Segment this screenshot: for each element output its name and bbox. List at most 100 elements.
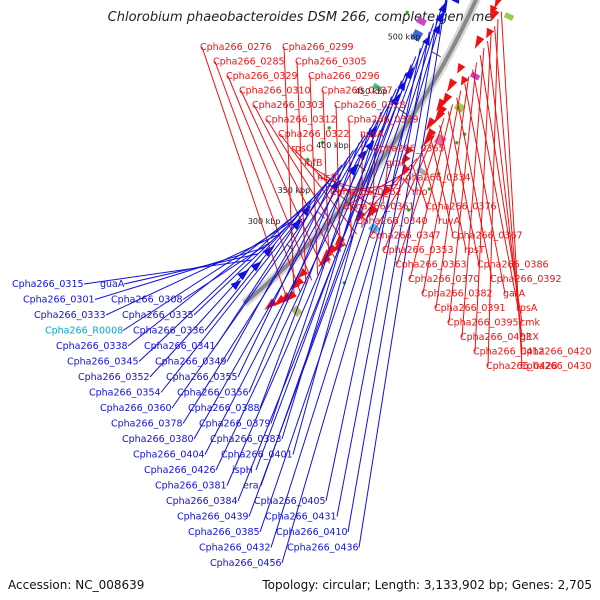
gene-arrow — [474, 35, 485, 49]
label-leader-lines — [83, 0, 523, 564]
reverse-gene-label: Cpha266_0315 — [12, 279, 84, 290]
reverse-gene-label: Cpha266_0383 — [210, 434, 282, 445]
leader-line — [266, 119, 347, 247]
leader-line — [138, 193, 319, 362]
gene-arrow — [441, 92, 453, 107]
forward-gene-label: Cpha266_0395 — [447, 318, 519, 329]
forward-gene-label: infB — [304, 158, 323, 169]
leader-line — [474, 33, 492, 352]
map-title: Chlorobium phaeobacteroides DSM 266, com… — [107, 10, 493, 25]
topology-text: Topology: circular; Length: 3,133,902 bp… — [262, 578, 592, 592]
forward-gene-label: Cpha266_0322 — [278, 129, 350, 140]
gene-labels: Cpha266_0276 Cpha266_0299 Cpha266_0285 Cpha… — [12, 42, 592, 569]
reverse-gene-label: Cpha266_0405 — [254, 496, 326, 507]
tick-label: 400 kbp — [316, 141, 349, 150]
gene-arrow — [494, 0, 502, 9]
leader-line — [461, 48, 485, 338]
reverse-gene-label: Cpha266_0379 — [199, 419, 271, 430]
forward-gene-label: nusA — [360, 129, 384, 140]
leader-line — [411, 164, 428, 207]
forward-gene-label: Cpha266_0299 — [282, 42, 354, 53]
leader-line — [296, 61, 307, 287]
forward-gene-label: Cpha266_0420 — [520, 347, 592, 358]
gene-block — [410, 29, 424, 42]
reverse-gene-label: Cpha266_0308 — [111, 295, 183, 306]
tick-label: 450 kbp — [355, 87, 388, 96]
gene-arrow — [446, 78, 458, 93]
reverse-gene-label: Cpha266_0360 — [100, 403, 172, 414]
gene-block — [305, 157, 310, 162]
gene-arrow — [397, 81, 406, 92]
gene-arrow — [279, 292, 292, 304]
leader-line — [248, 39, 426, 517]
leader-line — [292, 96, 392, 455]
leader-line — [472, 69, 519, 309]
reverse-gene-label: era — [243, 481, 259, 492]
forward-gene-label: gatA — [503, 289, 526, 300]
reverse-gene-label: Cpha266_0431 — [265, 512, 337, 523]
forward-gene-label: Cpha266_0391 — [434, 303, 506, 314]
forward-gene-label: Cpha266_0296 — [308, 71, 380, 82]
leader-line — [421, 151, 441, 222]
leader-line — [456, 97, 493, 280]
gene-block — [416, 16, 427, 27]
reverse-gene-label: Cpha266_0345 — [67, 357, 139, 368]
forward-gene-label: cmk — [520, 318, 540, 329]
leader-line — [309, 75, 319, 275]
leader-line — [331, 183, 398, 193]
forward-gene-label: Cpha266_0305 — [295, 57, 367, 68]
reverse-gene-label: Cpha266_0385 — [188, 527, 260, 538]
gene-arrow — [230, 280, 242, 291]
leader-line — [448, 62, 477, 323]
forward-gene-label: ruvA — [438, 216, 461, 227]
reverse-gene-label: Cpha266_0301 — [23, 295, 95, 306]
reverse-gene-label: Cpha266_0404 — [133, 450, 205, 461]
reverse-gene-label: ispH — [232, 465, 253, 476]
gene-arrow — [460, 75, 469, 86]
forward-gene-label: Cpha266_0365 — [373, 144, 445, 155]
forward-gene-label: Cpha266_0361 — [343, 202, 415, 213]
gene-block — [406, 207, 411, 213]
forward-gene-label: Cpha266_0337 — [321, 86, 393, 97]
reverse-gene-label: Cpha266_0381 — [155, 481, 227, 492]
leader-line — [204, 104, 387, 455]
forward-gene-label: Cpha266_0412 — [473, 347, 545, 358]
forward-gene-label: Cpha266_0285 — [213, 57, 285, 68]
gene-arrow — [457, 62, 466, 74]
forward-gene-label: Cpha266_0334 — [399, 173, 471, 184]
leader-line — [358, 0, 447, 548]
reverse-gene-label: Cpha266_R0008 — [45, 326, 123, 337]
reverse-gene-label: Cpha266_0426 — [144, 465, 216, 476]
leader-line — [214, 61, 301, 292]
gene-block — [503, 12, 515, 21]
forward-gene-label: Cpha266_0370 — [408, 274, 480, 285]
gene-block — [320, 140, 325, 145]
leader-line — [487, 19, 499, 367]
leader-line — [149, 179, 331, 378]
leader-line — [227, 75, 313, 281]
forward-gene-label: Cpha266_0376 — [425, 202, 497, 213]
leader-line — [201, 46, 289, 303]
forward-gene-label: gmk — [386, 158, 407, 169]
forward-gene-label: Cpha266_0303 — [252, 100, 324, 111]
gene-block — [454, 140, 459, 145]
gene-arrow — [297, 267, 309, 279]
forward-gene-label: Cpha266_0362 — [330, 187, 402, 198]
leader-line — [259, 142, 360, 409]
gene-block — [405, 10, 410, 15]
forward-gene-label: Cpha266_0382 — [421, 289, 493, 300]
reverse-gene-label: Cpha266_0356 — [177, 388, 249, 399]
gene-arrow — [426, 127, 436, 140]
gene-arrow — [425, 117, 437, 131]
reverse-gene-label: Cpha266_0401 — [221, 450, 293, 461]
gene-arrow — [293, 276, 305, 288]
leader-line — [127, 207, 306, 347]
leader-line — [322, 90, 330, 264]
leader-line — [253, 104, 336, 258]
leader-line — [435, 76, 470, 309]
forward-gene-label: Cpha266_0367 — [451, 231, 523, 242]
leader-line — [226, 72, 407, 486]
gene-block — [372, 82, 383, 93]
forward-gene-label: Cpha266_0310 — [239, 86, 311, 97]
leader-line — [318, 177, 389, 198]
